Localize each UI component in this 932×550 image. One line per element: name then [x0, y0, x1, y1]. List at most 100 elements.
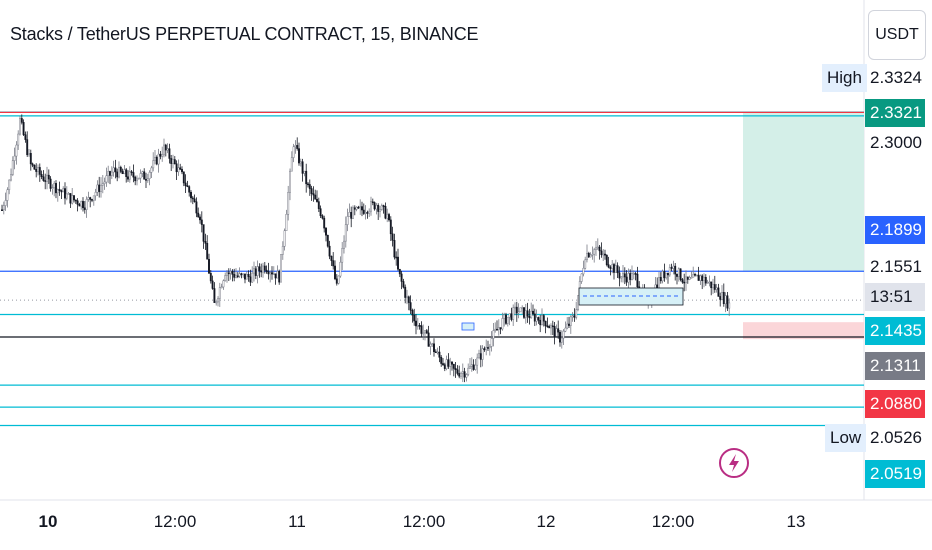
candle-body	[517, 311, 520, 314]
candle-body	[103, 181, 106, 184]
candle-body	[609, 266, 612, 269]
candle-body	[532, 310, 534, 315]
candle-body	[101, 183, 104, 186]
candle-body	[24, 134, 27, 140]
candle-body	[695, 274, 698, 277]
candle-body	[598, 246, 601, 252]
candle-body	[344, 224, 347, 242]
candle-body	[71, 195, 74, 204]
candle-body	[254, 268, 257, 276]
candle-body	[416, 325, 419, 327]
candle-body	[190, 191, 192, 199]
candle-body	[539, 319, 542, 326]
candle-body	[697, 274, 700, 281]
candle-body	[710, 281, 713, 289]
candle-body	[292, 146, 295, 158]
candle-body	[587, 252, 590, 258]
candle-body	[564, 327, 567, 332]
candle-body	[166, 148, 169, 151]
candle-body	[267, 271, 270, 275]
candle-body	[447, 359, 450, 367]
candle-body	[469, 366, 471, 369]
candle-body	[440, 357, 443, 364]
candle-body	[208, 258, 210, 274]
x-tick-label: 12	[536, 512, 556, 531]
candle-body	[535, 317, 538, 322]
candle-body	[487, 347, 489, 349]
candle-body	[425, 330, 428, 334]
candle-body	[197, 212, 200, 218]
candle-body	[631, 273, 633, 280]
candle-body	[686, 276, 689, 280]
price-tag-target: 2.3321	[865, 99, 925, 127]
candle-body	[53, 183, 56, 189]
candle-body	[368, 210, 371, 214]
candle-body	[667, 272, 669, 276]
candle-body	[699, 275, 702, 281]
candle-body	[159, 153, 162, 157]
candle-body	[616, 265, 619, 274]
candle-body	[350, 212, 353, 219]
candle-body	[728, 302, 731, 309]
candle-body	[244, 273, 246, 280]
candle-body	[337, 275, 340, 284]
candle-body	[62, 188, 65, 193]
candle-body	[305, 170, 308, 185]
flash-alert-icon[interactable]	[719, 448, 749, 478]
candle-body	[339, 261, 342, 277]
candle-body	[314, 194, 317, 200]
candle-body	[463, 371, 466, 378]
candle-body	[11, 160, 14, 175]
candle-body	[613, 264, 615, 273]
candle-body	[204, 241, 207, 244]
x-tick-label: 13	[786, 512, 806, 531]
candle-body	[236, 275, 239, 278]
candle-body	[325, 227, 327, 236]
candle-body	[245, 273, 248, 280]
candle-body	[96, 184, 99, 193]
candle-body	[537, 317, 540, 321]
candle-body	[193, 198, 196, 203]
candle-body	[442, 363, 444, 365]
currency-button[interactable]: USDT	[868, 10, 926, 60]
candle-body	[562, 330, 565, 339]
candle-body	[524, 310, 527, 318]
candle-body	[445, 359, 448, 369]
price-tag-low: 2.0526	[865, 424, 925, 452]
candle-body	[685, 276, 687, 283]
candle-body	[515, 306, 518, 314]
candle-body	[83, 207, 86, 210]
price-tag-low-label: Low	[825, 424, 867, 452]
candle-body	[118, 166, 120, 178]
candle-body	[424, 330, 426, 334]
candle-body	[310, 188, 313, 194]
candle-body	[512, 307, 515, 320]
candle-body	[209, 273, 212, 282]
candle-body	[146, 178, 149, 181]
price-tag-lowline: 2.0519	[865, 460, 925, 488]
candle-body	[623, 273, 626, 278]
candle-body	[184, 182, 187, 186]
candle-body	[134, 176, 137, 182]
candle-body	[6, 189, 9, 201]
candle-body	[589, 254, 592, 258]
candle-body	[724, 295, 727, 305]
candle-body	[182, 171, 185, 184]
candle-body	[114, 167, 117, 173]
price-tag-countdown: 13:51	[865, 283, 925, 311]
candle-body	[449, 361, 452, 367]
candle-body	[274, 273, 277, 279]
candle-body	[701, 275, 704, 281]
candle-body	[483, 348, 486, 351]
candle-body	[226, 272, 228, 276]
candle-body	[634, 273, 637, 275]
candle-body	[364, 212, 367, 214]
candle-body	[618, 272, 621, 279]
candle-body	[591, 253, 594, 256]
candle-body	[46, 174, 48, 182]
candle-body	[434, 351, 437, 353]
candle-body	[359, 206, 362, 209]
candle-body	[357, 206, 360, 209]
candle-body	[229, 271, 232, 274]
